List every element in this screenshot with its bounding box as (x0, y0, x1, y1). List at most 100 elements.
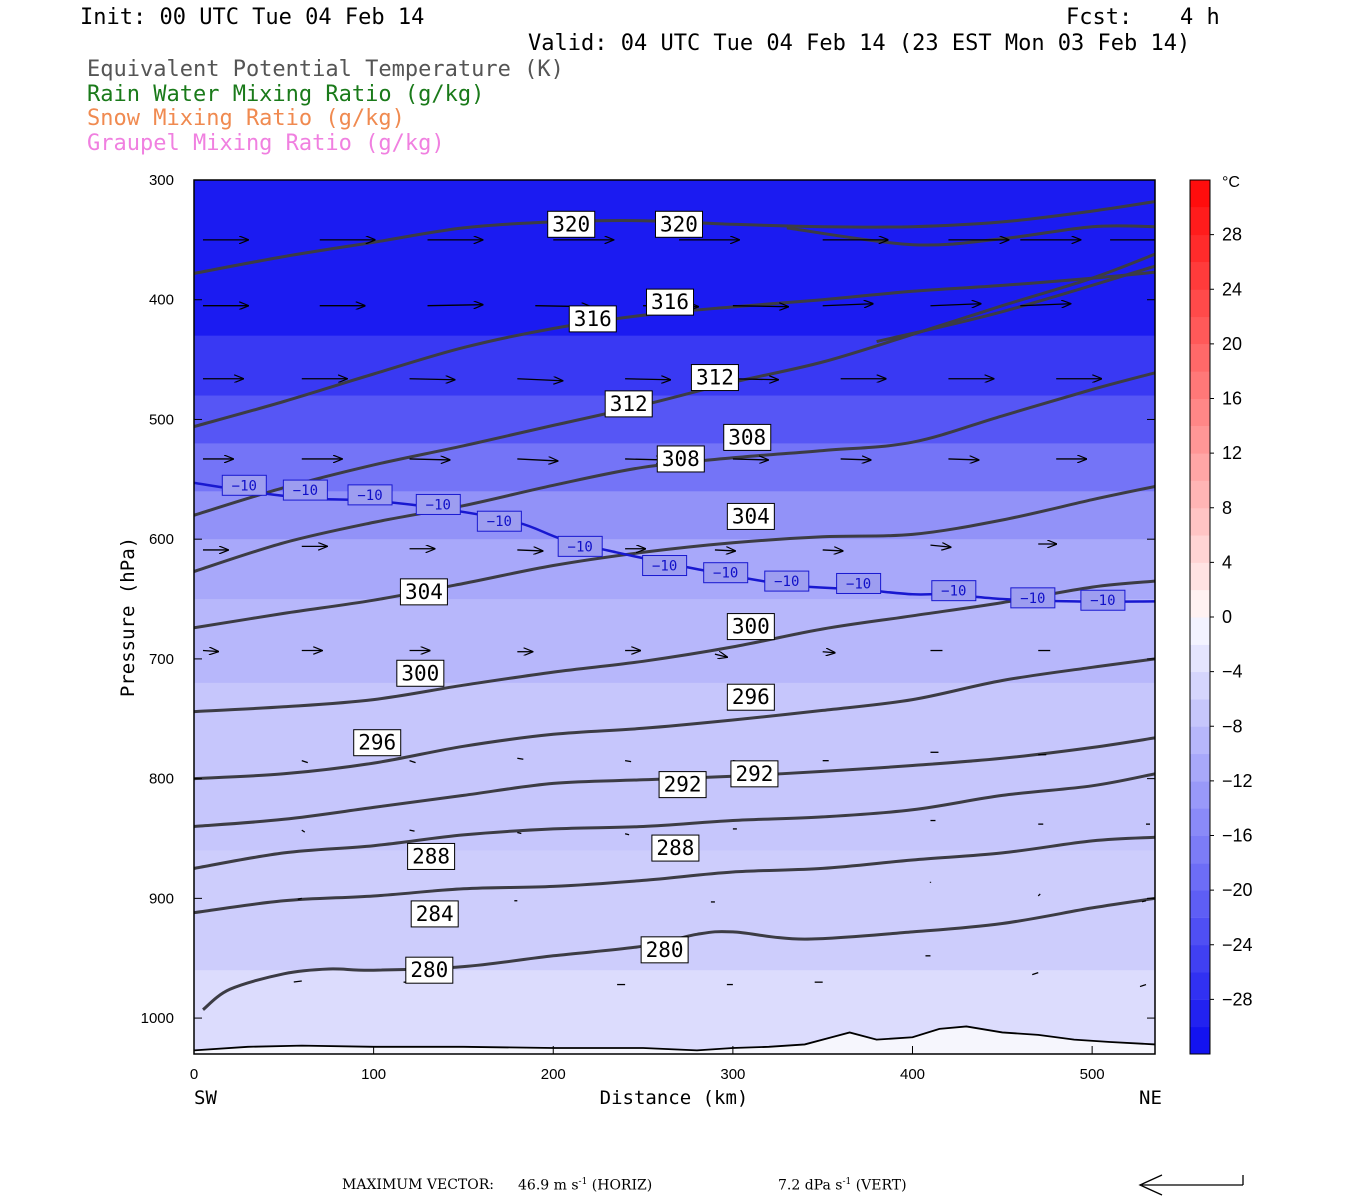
init-time: Init: 00 UTC Tue 04 Feb 14 (80, 5, 425, 30)
plot-frame (193, 179, 1156, 1055)
isotherm-label-box (1010, 587, 1056, 609)
wind-vector (732, 459, 768, 460)
field-name-snow: Snow Mixing Ratio (g/kg) (87, 106, 405, 131)
isotherm-label-box (931, 580, 977, 602)
temperature-band-6 (194, 599, 1155, 684)
wind-vector (1141, 900, 1147, 903)
theta-e-label-box (690, 364, 739, 392)
colorbar-tick-label: −20 (1222, 880, 1253, 900)
horiz-exponent: -1 (578, 1177, 588, 1187)
temperature-band-1 (194, 335, 1155, 397)
wind-vector (624, 760, 632, 763)
theta-e-label-box (604, 390, 653, 418)
colorbar-tick-label: 16 (1222, 389, 1242, 409)
valid-time: Valid: 04 UTC Tue 04 Feb 14 (23 EST Mon … (528, 31, 1191, 56)
wind-vector (301, 829, 306, 833)
theta-e-contour-284 (194, 835, 1155, 915)
colorbar-swatch (1190, 917, 1210, 946)
isotherm-label-box (415, 493, 461, 515)
theta-e-label-box (399, 578, 448, 606)
theta-e-label-320: 320 (660, 212, 698, 236)
wind-vector (732, 306, 788, 307)
colorbar-tick-label: −12 (1222, 771, 1253, 791)
wind-vector (625, 379, 670, 380)
vert-exponent: -1 (842, 1177, 852, 1187)
wind-vector (202, 651, 218, 652)
wind-vector (714, 550, 735, 551)
colorbar-swatch (1190, 617, 1210, 645)
theta-e-label-304: 304 (732, 504, 770, 528)
theta-e-label-box (396, 659, 445, 687)
theta-e-label-292: 292 (664, 773, 702, 797)
colorbar-swatch (1190, 207, 1210, 236)
colorbar-tick-label: 20 (1222, 334, 1242, 354)
isotherm-label-box (703, 562, 749, 584)
wind-vector (301, 760, 308, 764)
colorbar-tick-label: −16 (1222, 826, 1253, 846)
theta-e-label-320: 320 (552, 212, 590, 236)
theta-e-label-box (547, 210, 596, 238)
theta-e-label-312: 312 (696, 366, 734, 390)
colorbar-swatch (1190, 808, 1210, 836)
colorbar-swatch (1190, 780, 1210, 809)
theta-e-label-288: 288 (412, 844, 450, 868)
colorbar-swatch (1190, 644, 1210, 673)
theta-e-contour-312 (194, 252, 1155, 517)
wind-vector (517, 550, 542, 551)
colorbar-tick-label: 0 (1222, 607, 1232, 627)
colorbar-swatch (1190, 972, 1210, 1000)
theta-e-label-box (726, 683, 775, 711)
theta-e-label-box (410, 900, 459, 928)
theta-e-label-box (651, 834, 700, 862)
y-axis: 300 400 500 600 700 800 900 1000 (141, 172, 1155, 1027)
field-name-equivalent-potential-temperature: Equivalent Potential Temperature (K) (87, 57, 564, 82)
x-tick-label: 0 (190, 1066, 198, 1083)
wind-vector (409, 379, 455, 380)
isotherm-label: −10 (232, 478, 257, 494)
isotherm-label-box (221, 474, 267, 496)
colorbar-swatch (1190, 862, 1210, 891)
colorbar: 28 24 20 16 12 8 4 0 −4 −8 −12 −16 −20 −24 −28 (1189, 179, 1253, 1055)
theta-e-label-312: 312 (610, 392, 648, 416)
x-axis-left-direction: SW (194, 1087, 217, 1109)
wind-vector (822, 652, 835, 653)
wind-vector (517, 757, 524, 760)
theta-e-contour-288 (194, 772, 1155, 870)
wind-vector (409, 760, 416, 764)
isotherm-label-box (1080, 589, 1126, 611)
theta-e-label-box (568, 305, 617, 333)
theta-e-label-316: 316 (651, 290, 689, 314)
theta-e-label-292: 292 (735, 762, 773, 786)
vert-value: 7.2 dPa s (778, 1177, 843, 1194)
horiz-value: 46.9 m s (518, 1177, 579, 1194)
max-vector-label: MAXIMUM VECTOR: (342, 1177, 494, 1193)
colorbar-tick-label: 8 (1222, 498, 1232, 518)
isotherm-label: −10 (487, 514, 512, 530)
colorbar-swatch (1190, 944, 1210, 973)
colorbar-swatch (1190, 589, 1210, 618)
colorbar-swatch (1190, 890, 1210, 918)
colorbar-swatch (1190, 289, 1210, 318)
theta-e-label-box (656, 445, 705, 473)
theta-e-contour-300 (194, 579, 1155, 714)
theta-e-label-box (726, 502, 775, 530)
theta-e-label-284: 284 (416, 902, 454, 926)
y-axis-title: Pressure (hPa) (117, 537, 139, 697)
colorbar-tick-label: −28 (1222, 989, 1253, 1009)
isotherm-label: −10 (293, 483, 318, 499)
wind-vector (624, 833, 630, 836)
theta-e-contour-312 (876, 264, 1155, 344)
x-axis: 0 100 200 300 400 500 (190, 1046, 1105, 1083)
x-tick-label: 300 (720, 1066, 745, 1083)
terrain-layer (194, 1025, 1155, 1054)
colorbar-swatch (1190, 726, 1210, 755)
terrain-line (194, 1025, 1155, 1052)
isotherm-label: −10 (774, 574, 799, 590)
wind-vector (517, 379, 562, 381)
theta-e-label-304: 304 (405, 580, 443, 604)
wind-vector (1020, 304, 1070, 306)
isotherm-label: −10 (357, 488, 382, 504)
isotherm-label: −10 (1020, 591, 1045, 607)
wind-vector (930, 304, 980, 306)
theta-e-contour-296 (194, 657, 1155, 781)
